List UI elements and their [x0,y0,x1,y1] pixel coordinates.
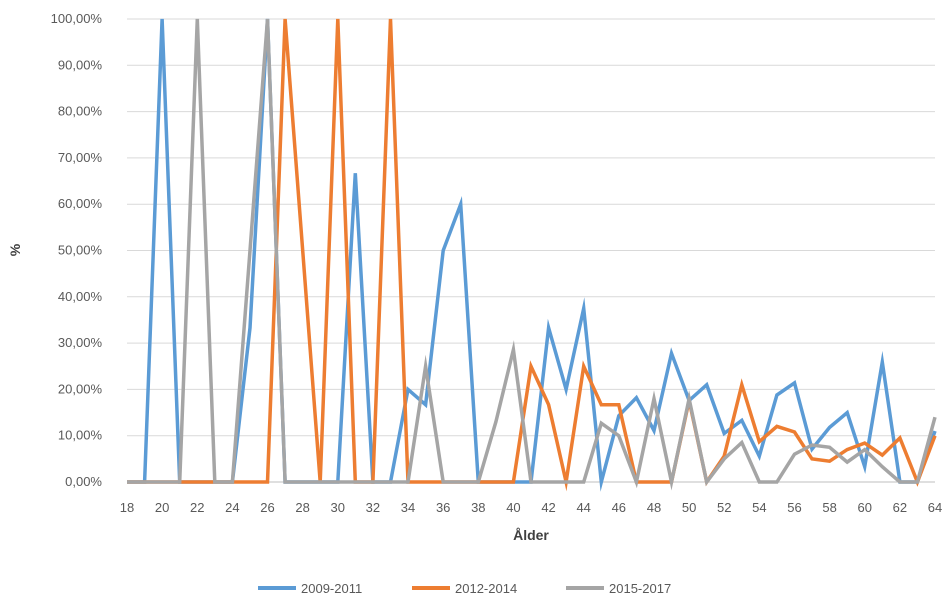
series-line-2015-2017 [127,18,937,491]
x-tick-label: 42 [541,500,555,515]
y-tick-label: 20,00% [58,381,103,396]
legend: 2009-2011 2012-2014 2015-2017 [258,581,671,595]
x-axis-title: Ålder [513,527,549,543]
x-tick-label: 38 [471,500,485,515]
y-axis-tick-labels: 0,00% 10,00% 20,00% 30,00% 40,00% 50,00% 60,00… [51,11,103,489]
y-tick-label: 60,00% [58,196,103,211]
x-tick-label: 30 [331,500,345,515]
x-tick-label: 28 [295,500,309,515]
x-tick-label: 64 [928,500,942,515]
y-tick-label: 90,00% [58,57,103,72]
legend-label: 2015-2017 [609,581,671,595]
x-tick-label: 26 [260,500,274,515]
x-tick-label: 58 [822,500,836,515]
x-tick-label: 54 [752,500,766,515]
y-tick-label: 10,00% [58,428,103,443]
y-tick-label: 30,00% [58,335,103,350]
gridlines [127,18,935,483]
x-tick-label: 60 [858,500,872,515]
x-axis-tick-labels: 18 20 22 24 26 28 30 32 34 36 38 40 42 44 46 48 50 52 54 56… [120,500,942,515]
x-tick-label: 36 [436,500,450,515]
x-tick-label: 50 [682,500,696,515]
series-lines [127,18,937,492]
y-tick-label: 40,00% [58,289,103,304]
x-tick-label: 24 [225,500,239,515]
x-tick-label: 20 [155,500,169,515]
x-tick-label: 52 [717,500,731,515]
y-tick-label: 100,00% [51,11,103,26]
y-tick-label: 80,00% [58,104,103,119]
x-tick-label: 44 [576,500,590,515]
legend-label: 2009-2011 [301,581,362,595]
x-tick-label: 22 [190,500,204,515]
x-tick-label: 46 [612,500,626,515]
x-tick-label: 62 [893,500,907,515]
x-tick-label: 18 [120,500,134,515]
x-tick-label: 34 [401,500,415,515]
x-tick-label: 48 [647,500,661,515]
y-tick-label: 70,00% [58,150,103,165]
series-line-2012-2014 [127,18,937,492]
legend-label: 2012-2014 [455,581,517,595]
y-tick-label: 50,00% [58,243,103,258]
x-tick-label: 56 [787,500,801,515]
x-tick-label: 32 [366,500,380,515]
y-axis-title: % [7,243,23,256]
y-tick-label: 0,00% [65,474,102,489]
x-tick-label: 40 [506,500,520,515]
